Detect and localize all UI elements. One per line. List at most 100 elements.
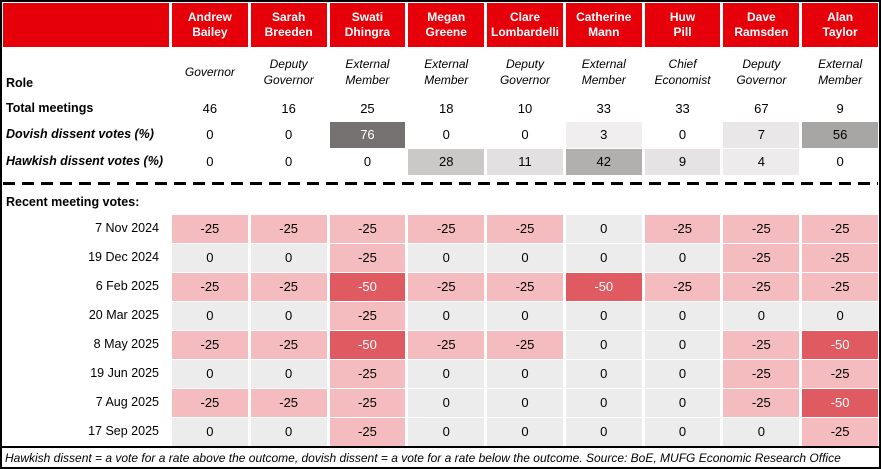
- member-role-cell: Deputy Governor: [499, 56, 550, 87]
- member-role-cell: Chief Economist: [654, 56, 711, 87]
- dovish-dissent-cell: 0: [678, 126, 687, 142]
- vote-cell: 0: [408, 360, 485, 388]
- hawkish-dissent-cell: 11: [487, 149, 563, 175]
- vote-cell: 0: [172, 418, 248, 446]
- date-label: 19 Dec 2024: [88, 250, 159, 265]
- total-meetings-cell: 67: [754, 100, 769, 116]
- table-grid: Andrew Bailey Sarah Breeden Swati Dhingra M…: [2, 2, 879, 446]
- vote-cell: -25: [802, 360, 878, 388]
- vote-cell: -25: [723, 244, 800, 272]
- date-label: 7 Nov 2024: [95, 221, 159, 236]
- member-role-cell: Governor: [184, 64, 235, 79]
- vote-cell: -25: [723, 331, 800, 359]
- vote-cell: -25: [723, 360, 800, 388]
- vote-cell: 0: [172, 360, 248, 388]
- vote-cell: 0: [565, 389, 642, 417]
- vote-cell: 0: [723, 418, 800, 446]
- vote-cell: 0: [565, 418, 642, 446]
- vote-cell: -25: [172, 273, 248, 301]
- vote-cell: -25: [172, 389, 248, 417]
- vote-cell: 0: [250, 418, 327, 446]
- vote-cell: 0: [250, 360, 327, 388]
- vote-cell: -25: [408, 331, 485, 359]
- vote-cell: 0: [408, 244, 485, 272]
- vote-cell: -25: [172, 215, 248, 243]
- total-meetings-cell: 18: [438, 100, 454, 116]
- vote-cell: -25: [723, 215, 800, 243]
- member-name-cell: Huw Pill: [644, 3, 721, 47]
- header-corner-cell: [3, 3, 169, 47]
- dovish-dissent-cell: 0: [206, 126, 214, 142]
- member-role-cell: External Member: [345, 56, 390, 87]
- vote-cell: 0: [487, 360, 563, 388]
- vote-cell: 0: [172, 244, 248, 272]
- vote-cell: 0: [644, 418, 721, 446]
- vote-cell: 0: [250, 244, 327, 272]
- vote-cell: -25: [250, 273, 327, 301]
- vote-cell: -25: [723, 389, 800, 417]
- member-role-cell: Deputy Governor: [736, 56, 787, 87]
- vote-cell: -25: [644, 273, 721, 301]
- vote-cell: 0: [565, 244, 642, 272]
- vote-cell: -50: [565, 273, 642, 301]
- footnote: Hawkish dissent = a vote for a rate abov…: [2, 446, 879, 467]
- hawkish-dissent-cell: 9: [644, 149, 721, 175]
- dovish-dissent-cell: 76: [329, 122, 406, 148]
- vote-cell: -25: [329, 360, 406, 388]
- total-meetings-cell: 10: [517, 100, 533, 116]
- total-meetings-cell: 16: [281, 100, 296, 116]
- date-label: 17 Sep 2025: [88, 424, 159, 439]
- hawkish-dissent-cell: 0: [363, 153, 372, 169]
- vote-cell: -25: [408, 273, 485, 301]
- total-meetings-cell: 9: [836, 100, 844, 116]
- hawkish-dissent-cell: 0: [836, 153, 844, 169]
- vote-cell: -25: [172, 331, 248, 359]
- dovish-dissent-cell: 0: [442, 126, 450, 142]
- vote-cell: 0: [644, 244, 721, 272]
- recent-votes-label: Recent meeting votes:: [6, 194, 140, 209]
- vote-cell: 0: [172, 302, 248, 330]
- hawkish-dissent-cell: 4: [723, 149, 800, 175]
- vote-cell: 0: [802, 302, 878, 330]
- vote-cell: 0: [408, 302, 485, 330]
- dovish-dissent-cell: 3: [565, 122, 642, 148]
- vote-cell: -50: [329, 273, 406, 301]
- vote-cell: -50: [802, 389, 878, 417]
- total-meetings-label: Total meetings: [6, 101, 94, 116]
- vote-cell: -25: [408, 215, 485, 243]
- vote-cell: 0: [644, 331, 721, 359]
- vote-cell: 0: [487, 418, 563, 446]
- dovish-dissent-label: Dovish dissent votes (%): [6, 127, 154, 142]
- dashed-divider: [3, 176, 878, 190]
- vote-cell: 0: [565, 215, 642, 243]
- date-label: 20 Mar 2025: [88, 308, 159, 323]
- member-name-cell: Swati Dhingra: [329, 3, 406, 47]
- vote-cell: -25: [487, 215, 563, 243]
- member-role-cell: External Member: [818, 56, 863, 87]
- member-name-cell: Catherine Mann: [565, 3, 642, 47]
- vote-cell: 0: [644, 360, 721, 388]
- total-meetings-cell: 25: [360, 100, 375, 116]
- hawkish-dissent-cell: 0: [285, 153, 293, 169]
- vote-cell: -25: [487, 273, 563, 301]
- member-role-cell: External Member: [581, 56, 626, 87]
- vote-cell: -25: [802, 418, 878, 446]
- dovish-dissent-cell: 56: [802, 122, 878, 148]
- date-label: 7 Aug 2025: [95, 395, 159, 410]
- vote-cell: -25: [329, 215, 406, 243]
- vote-cell: 0: [565, 302, 642, 330]
- vote-cell: -25: [329, 389, 406, 417]
- member-name-cell: Megan Greene: [408, 3, 485, 47]
- member-name-cell: Andrew Bailey: [172, 3, 248, 47]
- vote-cell: -25: [329, 418, 406, 446]
- date-label: 6 Feb 2025: [95, 279, 159, 294]
- member-role-cell: External Member: [424, 56, 469, 87]
- vote-cell: 0: [408, 389, 485, 417]
- vote-cell: 0: [487, 244, 563, 272]
- vote-cell: -25: [723, 273, 800, 301]
- vote-cell: 0: [644, 302, 721, 330]
- vote-cell: -25: [329, 302, 406, 330]
- member-name-cell: Alan Taylor: [802, 3, 878, 47]
- dashed-line: [3, 181, 878, 185]
- vote-cell: -25: [250, 215, 327, 243]
